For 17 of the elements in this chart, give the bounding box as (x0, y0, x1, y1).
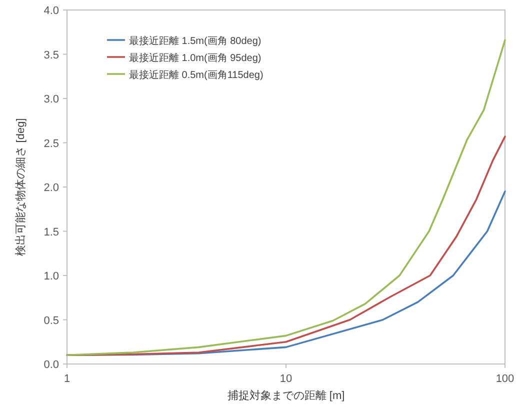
x-tick-label: 100 (496, 373, 514, 385)
y-tick-label: 2.0 (44, 182, 59, 194)
legend-label: 最接近距離 0.5m(画角115deg) (129, 69, 264, 81)
y-tick-label: 3.0 (44, 94, 59, 106)
y-tick-label: 1.0 (44, 270, 59, 282)
legend-label: 最接近距離 1.5m(画角 80deg) (129, 35, 262, 47)
y-tick-label: 1.5 (44, 226, 59, 238)
y-tick-label: 3.5 (44, 49, 59, 62)
legend-label: 最接近距離 1.0m(画角 95deg) (129, 52, 262, 64)
y-tick-label: 0.0 (44, 359, 59, 371)
y-axis-title: 検出可能な物体の細さ [deg] (14, 118, 27, 256)
x-axis-title: 捕捉対象までの距離 [m] (227, 389, 345, 402)
x-tick-label: 10 (280, 373, 292, 385)
y-tick-label: 0.5 (44, 314, 59, 327)
y-tick-label: 4.0 (44, 5, 59, 17)
x-tick-label: 1 (64, 373, 70, 385)
y-tick-label: 2.5 (44, 138, 59, 150)
